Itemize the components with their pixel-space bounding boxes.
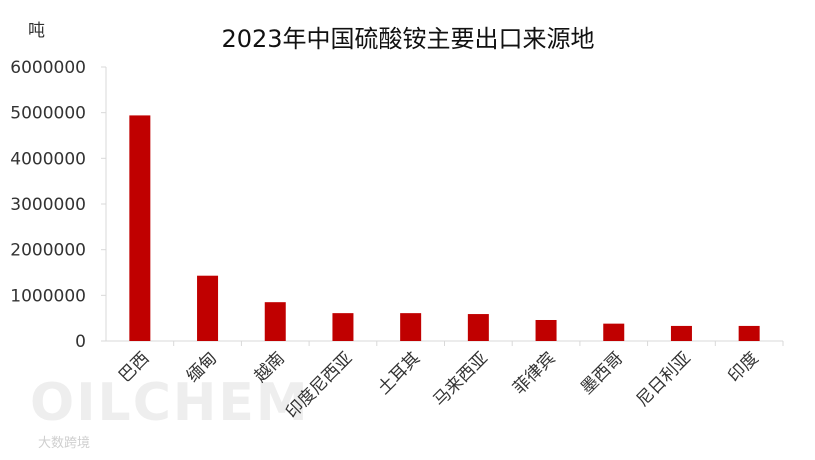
watermark: OILCHEM: [30, 373, 310, 433]
bars: [129, 115, 760, 341]
y-tick-label: 1000000: [10, 286, 86, 306]
y-tick-label: 2000000: [10, 241, 86, 261]
x-tick-label: 印度: [725, 348, 763, 386]
x-tick-label: 菲律宾: [509, 348, 559, 398]
bar: [197, 275, 219, 341]
bar: [332, 313, 354, 341]
x-tick-label: 土耳其: [374, 348, 424, 398]
y-axis-unit: 吨: [28, 21, 45, 41]
bar: [535, 319, 557, 341]
y-tick-label: 3000000: [10, 195, 86, 215]
bar: [400, 313, 422, 341]
watermark-sub: 大数跨境: [38, 436, 90, 451]
y-tick-label: 6000000: [10, 58, 86, 78]
bar: [264, 302, 286, 341]
bar: [738, 325, 760, 341]
bar: [129, 115, 151, 341]
x-tick-label: 尼日利亚: [633, 348, 695, 410]
chart-title: 2023年中国硫酸铵主要出口来源地: [221, 25, 594, 53]
x-tick-label: 马来西亚: [430, 348, 492, 410]
y-tick-label: 5000000: [10, 104, 86, 124]
bar: [670, 325, 692, 341]
x-tick-label: 墨西哥: [577, 348, 627, 398]
bar: [603, 323, 625, 341]
bar: [467, 314, 489, 341]
y-tick-label: 4000000: [10, 149, 86, 169]
y-tick-label: 0: [75, 332, 86, 352]
y-axis: 0 1000000 2000000 3000000 4000000 5000000 6000…: [10, 58, 783, 352]
